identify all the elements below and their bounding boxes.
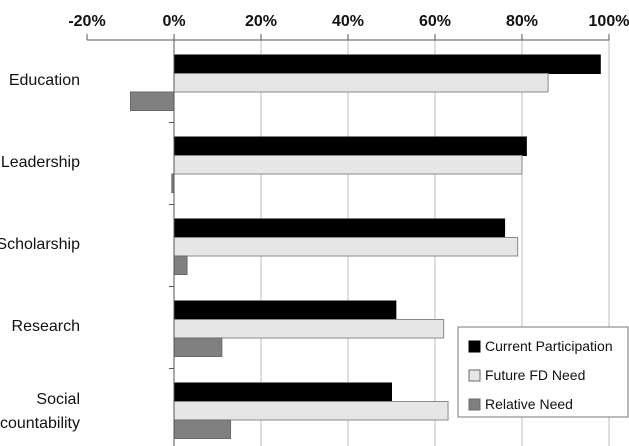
x-tick-label: 100%	[589, 13, 629, 30]
bar-relative-need	[173, 419, 232, 439]
bar-future-fd-need	[173, 319, 445, 339]
legend-swatch	[468, 398, 481, 411]
category-label: Scholarship	[0, 236, 80, 253]
x-tick-label: 0%	[162, 13, 185, 30]
category-label-line: Education	[9, 72, 80, 89]
bar-current-participation	[173, 136, 527, 156]
bar-current-participation	[173, 300, 397, 320]
legend-swatch	[468, 340, 481, 353]
bar-future-fd-need	[173, 73, 549, 93]
legend-swatch	[468, 369, 481, 382]
y-axis-ticks	[169, 122, 174, 369]
bar-relative-need	[173, 255, 188, 275]
category-label-line: Leadership	[1, 154, 80, 171]
x-tick-label: 60%	[419, 13, 451, 30]
legend-label: Current Participation	[485, 338, 613, 354]
bar-relative-need	[173, 337, 223, 357]
category-label-line: Social	[36, 391, 80, 408]
category-label: Social Accountability	[0, 391, 80, 432]
category-label: Research	[12, 318, 80, 335]
x-axis-ticks: -20% 0% 20% 40% 60% 80% 100%	[68, 13, 629, 40]
bar-current-participation	[173, 54, 601, 74]
x-tick-label: 80%	[506, 13, 538, 30]
legend: Current Participation Future FD Need Relat…	[457, 326, 629, 418]
x-tick-label: -20%	[68, 13, 105, 30]
bars	[130, 54, 601, 439]
category-label: Leadership	[1, 154, 80, 171]
bar-future-fd-need	[173, 237, 519, 257]
bar-current-participation	[173, 218, 506, 238]
legend-box	[457, 326, 629, 418]
x-tick-label: 20%	[245, 13, 277, 30]
bar-current-participation	[173, 382, 392, 402]
category-label: Education	[9, 72, 80, 89]
category-label-line: Research	[12, 318, 80, 335]
legend-label: Future FD Need	[485, 367, 585, 383]
category-labels: Education Leadership Scholarship Research So…	[0, 72, 80, 432]
bar-relative-need	[130, 91, 175, 111]
category-label-line: Scholarship	[0, 236, 80, 253]
x-tick-label: 40%	[332, 13, 364, 30]
bar-future-fd-need	[173, 401, 449, 421]
legend-label: Relative Need	[485, 396, 573, 412]
category-label-line: Accountability	[0, 415, 80, 432]
bar-future-fd-need	[173, 155, 523, 175]
